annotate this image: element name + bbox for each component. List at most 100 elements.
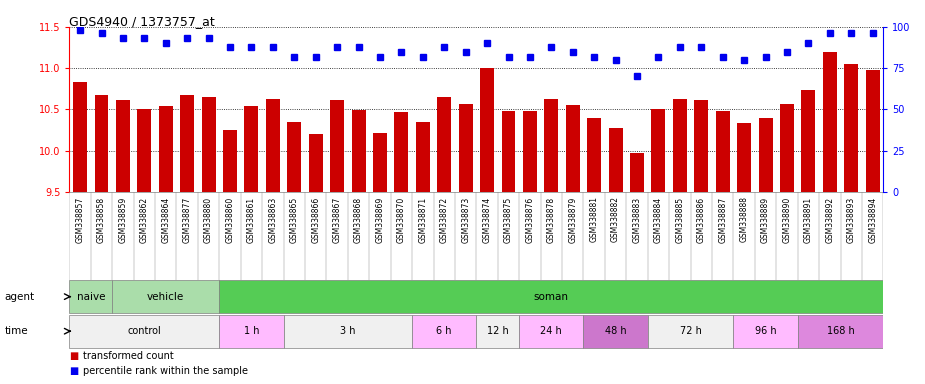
Bar	[758, 118, 772, 192]
Bar	[695, 100, 709, 192]
Text: GSM338867: GSM338867	[333, 197, 341, 243]
Text: GSM338873: GSM338873	[462, 197, 470, 243]
Bar	[523, 111, 536, 192]
Bar	[138, 109, 152, 192]
Bar	[438, 97, 451, 192]
Bar	[630, 153, 644, 192]
Text: GSM338891: GSM338891	[804, 197, 813, 243]
Bar	[309, 134, 323, 192]
Text: GSM338882: GSM338882	[611, 197, 620, 242]
Text: GSM338876: GSM338876	[525, 197, 535, 243]
Text: GSM338890: GSM338890	[783, 197, 792, 243]
Bar	[180, 95, 194, 192]
Bar	[202, 97, 216, 192]
Text: 6 h: 6 h	[437, 326, 452, 336]
Text: 1 h: 1 h	[243, 326, 259, 336]
Bar	[797, 315, 883, 348]
Bar	[112, 280, 219, 313]
Text: 48 h: 48 h	[605, 326, 626, 336]
Text: GSM338872: GSM338872	[439, 197, 449, 243]
Bar	[651, 109, 665, 192]
Bar	[69, 315, 219, 348]
Bar	[223, 130, 237, 192]
Bar	[244, 106, 258, 192]
Bar	[866, 70, 880, 192]
Bar	[413, 315, 476, 348]
Text: ■: ■	[69, 366, 79, 376]
Text: GSM338858: GSM338858	[97, 197, 106, 243]
Bar	[801, 89, 815, 192]
Text: 3 h: 3 h	[340, 326, 355, 336]
Text: naive: naive	[77, 291, 105, 302]
Text: GSM338874: GSM338874	[483, 197, 491, 243]
Bar	[116, 100, 130, 192]
Text: GSM338861: GSM338861	[247, 197, 256, 243]
Bar	[734, 315, 797, 348]
Bar	[69, 280, 112, 313]
Text: 72 h: 72 h	[680, 326, 701, 336]
Bar	[648, 315, 734, 348]
Text: GSM338870: GSM338870	[397, 197, 406, 243]
Bar	[609, 128, 623, 192]
Bar	[823, 52, 837, 192]
Text: ■: ■	[69, 351, 79, 361]
Text: GSM338857: GSM338857	[76, 197, 84, 243]
Bar	[416, 122, 430, 192]
Text: GSM338883: GSM338883	[633, 197, 642, 243]
Text: GSM338878: GSM338878	[547, 197, 556, 243]
Text: 24 h: 24 h	[540, 326, 562, 336]
Bar	[566, 105, 580, 192]
Text: GSM338889: GSM338889	[761, 197, 770, 243]
Text: GSM338859: GSM338859	[118, 197, 128, 243]
Bar	[394, 112, 408, 192]
Text: vehicle: vehicle	[147, 291, 184, 302]
Text: GSM338884: GSM338884	[654, 197, 663, 243]
Text: control: control	[128, 326, 161, 336]
Bar	[519, 315, 584, 348]
Text: GSM338864: GSM338864	[161, 197, 170, 243]
Text: time: time	[5, 326, 29, 336]
Text: GSM338865: GSM338865	[290, 197, 299, 243]
Text: GSM338885: GSM338885	[675, 197, 684, 243]
Bar	[288, 122, 302, 192]
Text: GSM338894: GSM338894	[869, 197, 877, 243]
Text: agent: agent	[5, 291, 35, 302]
Text: 96 h: 96 h	[755, 326, 776, 336]
Bar	[265, 99, 280, 192]
Bar	[480, 68, 494, 192]
Bar	[219, 315, 284, 348]
Text: GSM338871: GSM338871	[418, 197, 427, 243]
Bar	[476, 315, 519, 348]
Text: GSM338881: GSM338881	[590, 197, 598, 242]
Bar	[219, 280, 883, 313]
Bar	[373, 132, 387, 192]
Text: GSM338892: GSM338892	[825, 197, 834, 243]
Text: GSM338879: GSM338879	[568, 197, 577, 243]
Bar	[330, 99, 344, 192]
Text: 168 h: 168 h	[827, 326, 855, 336]
Bar	[587, 118, 601, 192]
Text: GSM338860: GSM338860	[226, 197, 235, 243]
Bar	[459, 104, 473, 192]
Text: 12 h: 12 h	[487, 326, 509, 336]
Text: GSM338888: GSM338888	[740, 197, 748, 242]
Text: transformed count: transformed count	[83, 351, 174, 361]
Text: GSM338877: GSM338877	[183, 197, 191, 243]
Text: GSM338863: GSM338863	[268, 197, 278, 243]
Text: GSM338869: GSM338869	[376, 197, 385, 243]
Bar	[501, 111, 515, 192]
Bar	[672, 99, 687, 192]
Text: GSM338866: GSM338866	[311, 197, 320, 243]
Text: percentile rank within the sample: percentile rank within the sample	[83, 366, 248, 376]
Text: GSM338875: GSM338875	[504, 197, 513, 243]
Text: GSM338893: GSM338893	[846, 197, 856, 243]
Text: soman: soman	[534, 291, 569, 302]
Bar	[73, 82, 87, 192]
Text: GSM338887: GSM338887	[718, 197, 727, 243]
Bar	[94, 95, 108, 192]
Bar	[352, 110, 365, 192]
Bar	[584, 315, 647, 348]
Text: GSM338886: GSM338886	[697, 197, 706, 243]
Bar	[159, 106, 173, 192]
Bar	[780, 104, 794, 192]
